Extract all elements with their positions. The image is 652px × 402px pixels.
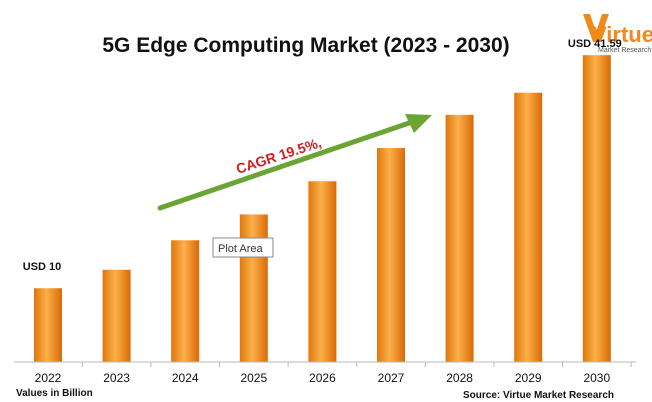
- bar-2028: [445, 114, 474, 362]
- chart-title: 5G Edge Computing Market (2023 - 2030): [102, 34, 509, 57]
- x-tick-label: 2029: [515, 371, 542, 385]
- x-axis: 2022 2023 2024 2025 2026 2027 2028 2029 2030: [35, 362, 632, 385]
- cagr-arrow: [157, 114, 432, 211]
- x-tick-label: 2023: [103, 371, 130, 385]
- x-tick-label: 2030: [583, 371, 610, 385]
- bar-2025: [239, 214, 268, 362]
- data-label-first: USD 10: [23, 261, 62, 273]
- x-tick-label: 2025: [240, 371, 267, 385]
- bar-2026: [308, 181, 337, 362]
- bar-2022: [34, 288, 62, 362]
- x-tick-label: 2027: [378, 371, 405, 385]
- source-note: Source: Virtue Market Research: [463, 390, 614, 401]
- bar-2029: [514, 92, 543, 362]
- bar-2023: [102, 269, 131, 362]
- x-tick-label: 2024: [172, 371, 199, 385]
- data-label-last: USD 41.59: [568, 38, 622, 50]
- plot-area-tooltip: Plot Area: [212, 237, 274, 258]
- logo-name: Virtue: [592, 22, 652, 47]
- bar-2030: [582, 55, 611, 362]
- bar-2027: [377, 148, 405, 362]
- x-tick-label: 2028: [446, 371, 473, 385]
- x-tick-label: 2022: [35, 371, 62, 385]
- bar-series: [34, 55, 611, 362]
- bar-2024: [171, 240, 200, 362]
- logo-subtitle: Market Research: [598, 47, 651, 54]
- units-note: Values in Billion: [16, 388, 93, 399]
- tooltip-text: Plot Area: [218, 243, 264, 255]
- x-tick-label: 2026: [309, 371, 336, 385]
- brand-logo: Virtue Market Research: [583, 14, 652, 54]
